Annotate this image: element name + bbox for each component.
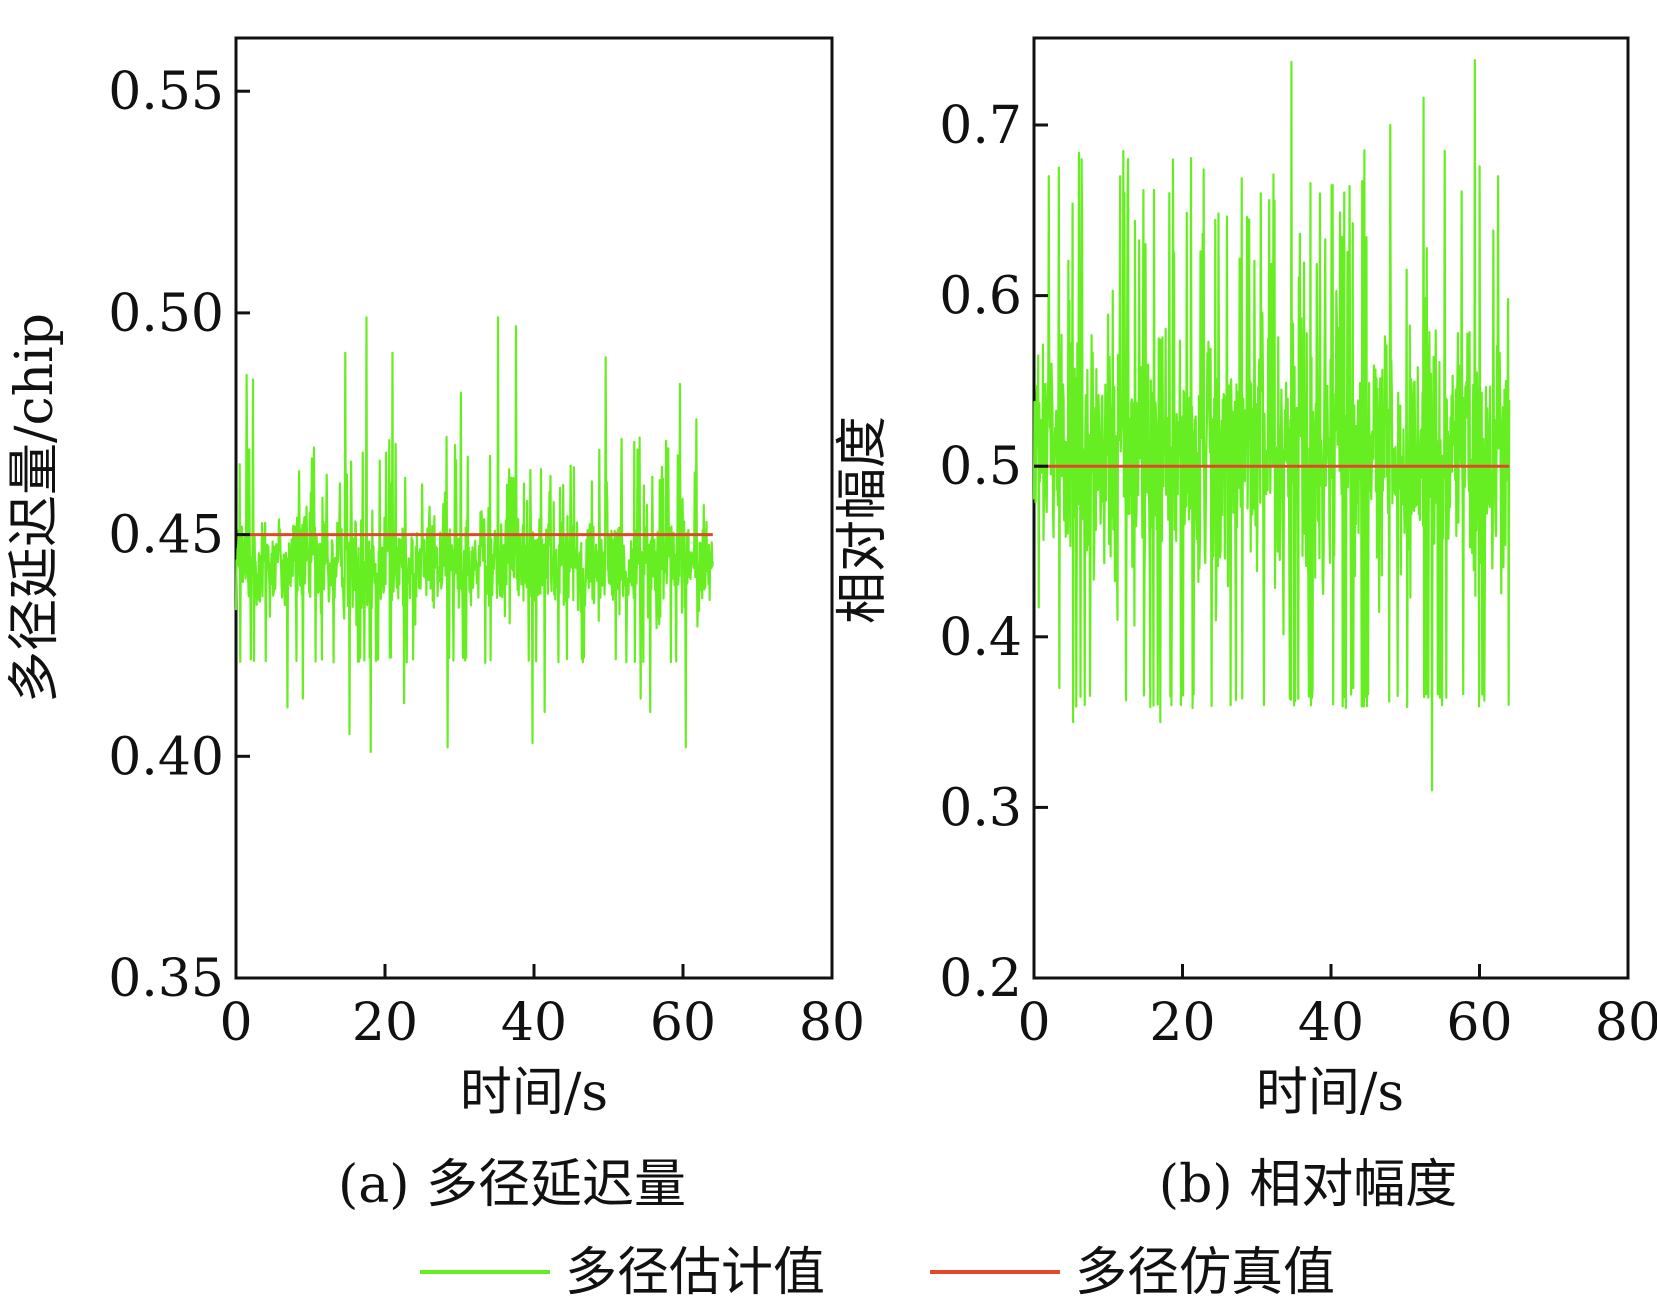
y-tick-label: 0.55 xyxy=(108,62,224,122)
panel-a: 0 20 40 60 80 0.35 0.40 0.45 0.50 0.55 时间/s 多径延迟量/c… xyxy=(5,36,865,1215)
legend-label-estimated: 多径估计值 xyxy=(565,1243,825,1303)
y-tick-label: 0.45 xyxy=(108,506,224,566)
x-tick-label: 0 xyxy=(219,993,252,1053)
y-tick-label: 0.40 xyxy=(108,727,224,787)
y-tick-label: 0.35 xyxy=(108,949,224,1009)
series-estimated-line xyxy=(234,316,714,753)
y-axis-title: 多径延迟量/chip xyxy=(5,313,65,703)
y-tick-label: 0.50 xyxy=(108,284,224,344)
y-tick-label: 0.5 xyxy=(939,437,1022,497)
panel-caption: (a) 多径延迟量 xyxy=(338,1155,686,1215)
x-tick-label: 80 xyxy=(1595,993,1657,1053)
x-axis-title: 时间/s xyxy=(1256,1063,1404,1123)
y-tick-label: 0.6 xyxy=(939,267,1022,327)
legend: 多径估计值 多径仿真值 xyxy=(420,1243,1335,1303)
x-tick-label: 20 xyxy=(1149,993,1215,1053)
y-tick-label: 0.7 xyxy=(939,96,1022,156)
x-tick-label: 40 xyxy=(1298,993,1364,1053)
x-tick-label: 60 xyxy=(650,993,716,1053)
x-tick-label: 40 xyxy=(501,993,567,1053)
x-axis-title: 时间/s xyxy=(460,1063,608,1123)
panel-b: 0 20 40 60 80 0.2 0.3 0.4 0.5 0.6 0.7 时间/s 相对幅度 (b) 相… xyxy=(833,36,1657,1215)
y-tick-label: 0.2 xyxy=(939,949,1022,1009)
panel-caption: (b) 相对幅度 xyxy=(1159,1155,1457,1215)
series-estimated-line xyxy=(1032,59,1511,792)
x-tick-label: 60 xyxy=(1446,993,1512,1053)
x-tick-label: 20 xyxy=(352,993,418,1053)
x-tick-label: 80 xyxy=(799,993,865,1053)
y-tick-label: 0.3 xyxy=(939,778,1022,838)
y-tick-label: 0.4 xyxy=(939,608,1022,668)
legend-label-simulated: 多径仿真值 xyxy=(1075,1243,1335,1303)
x-tick-label: 0 xyxy=(1017,993,1050,1053)
y-axis-title: 相对幅度 xyxy=(833,416,893,624)
